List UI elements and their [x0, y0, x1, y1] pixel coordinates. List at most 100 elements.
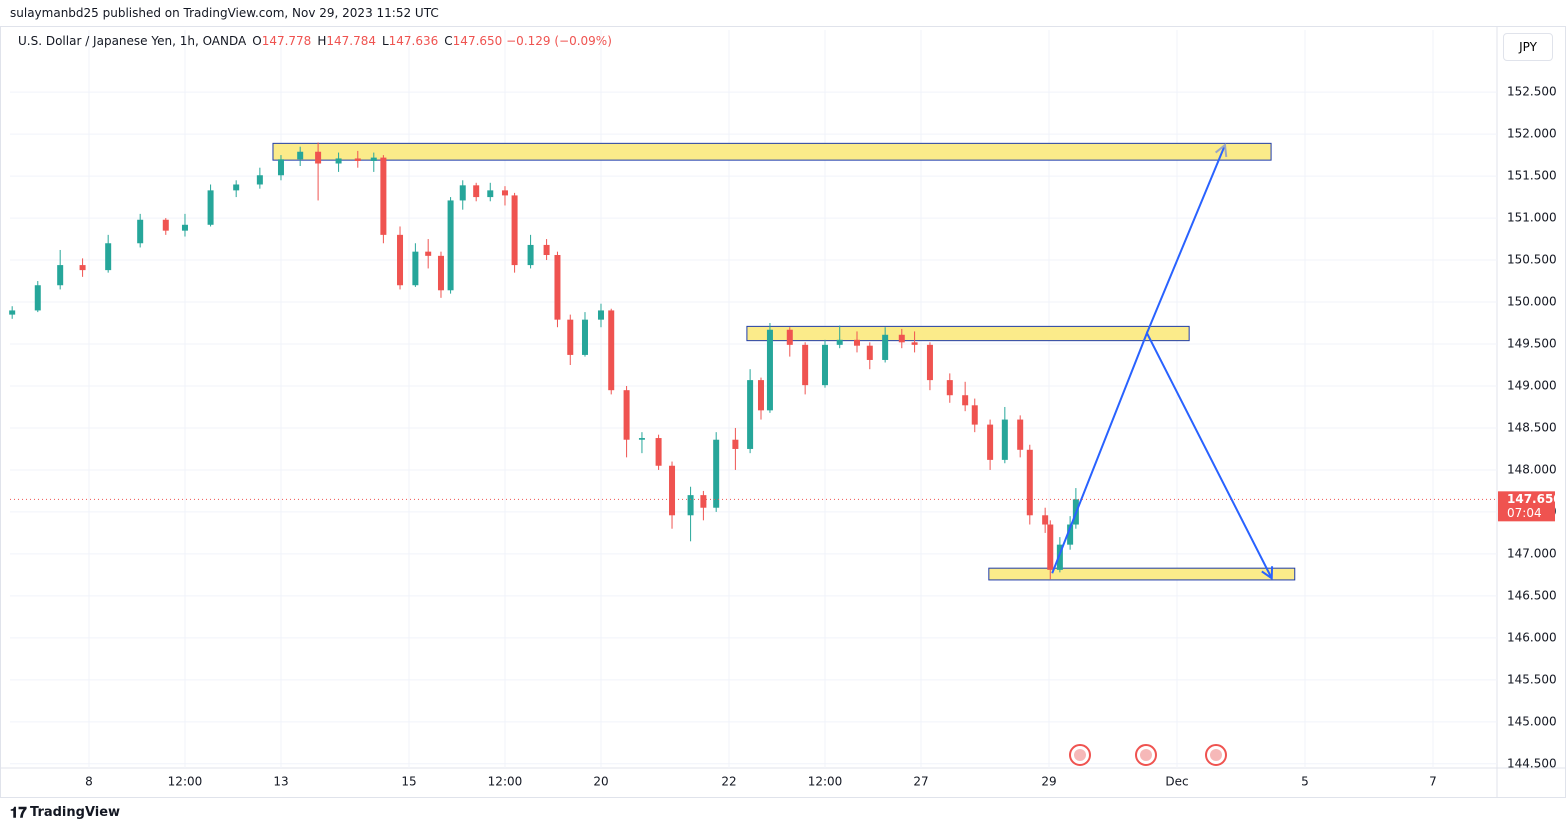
- candle-body: [638, 438, 645, 440]
- last-price-label: 147.650: [1507, 492, 1562, 506]
- candle-body: [757, 380, 764, 411]
- x-tick-label: 12:00: [808, 775, 843, 789]
- candle-body: [437, 255, 444, 291]
- candle-body: [853, 339, 860, 346]
- candle-body: [747, 380, 754, 449]
- candle-body: [34, 285, 41, 311]
- candle-body: [766, 329, 773, 411]
- candle-body: [501, 190, 508, 196]
- candle-body: [105, 243, 112, 271]
- candle-body: [315, 151, 322, 164]
- candle-body: [802, 344, 809, 386]
- candle-body: [162, 219, 169, 231]
- y-tick-label: 150.500: [1507, 253, 1557, 267]
- candle-body: [567, 319, 574, 355]
- candle-body: [511, 195, 518, 266]
- y-tick-label: 146.000: [1507, 630, 1557, 644]
- logo: 𝟏𝟕: [10, 804, 27, 822]
- candle-body: [1056, 544, 1063, 570]
- candle-body: [233, 184, 240, 191]
- candle-body: [821, 344, 828, 386]
- candle-body: [732, 439, 739, 449]
- candle-body: [926, 344, 933, 381]
- candle-body: [1017, 419, 1024, 450]
- candle-body: [946, 380, 953, 396]
- candle-body: [9, 310, 16, 315]
- candle-body: [277, 159, 284, 176]
- candle-body: [1047, 524, 1054, 570]
- zone: [746, 325, 1190, 342]
- candle-body: [866, 345, 873, 360]
- candle-body: [487, 190, 494, 198]
- y-tick-label: 151.000: [1507, 211, 1557, 225]
- ohlc-key: C: [444, 34, 453, 48]
- y-tick-label: 144.500: [1507, 756, 1557, 770]
- y-tick-label: 148.000: [1507, 462, 1557, 476]
- x-tick-label: 12:00: [488, 775, 523, 789]
- y-tick-label: 149.500: [1507, 337, 1557, 351]
- last-price-box: [1498, 491, 1555, 522]
- candle-body: [412, 251, 419, 286]
- ohlc-value: 147.778: [261, 34, 312, 48]
- arrow-head: [1261, 566, 1274, 581]
- candle-body: [181, 224, 188, 231]
- candle-body: [1026, 449, 1033, 516]
- candle-body: [898, 334, 905, 343]
- x-tick-label: Dec: [1165, 775, 1188, 789]
- countdown-label: 07:04: [1507, 506, 1542, 520]
- projection-arrow: [1145, 144, 1226, 334]
- ohlc-value: 147.636: [388, 34, 439, 48]
- ohlc-key: H: [317, 34, 327, 48]
- candle-body: [137, 219, 144, 244]
- candle-body: [623, 390, 630, 440]
- footer-brand: TradingView: [30, 805, 121, 820]
- candle-body: [669, 465, 676, 516]
- candle-body: [79, 265, 86, 271]
- candle-body: [207, 190, 214, 225]
- candle-body: [911, 342, 918, 345]
- projection-arrow: [1051, 330, 1273, 579]
- event-icons: [1069, 744, 1227, 766]
- candle-body: [1001, 419, 1008, 460]
- frame: [0, 26, 1566, 798]
- ohlc-key: L: [381, 34, 389, 48]
- y-tick-label: 145.500: [1507, 672, 1557, 686]
- symbol: U.S. Dollar / Japanese Yen, 1h, OANDA: [18, 34, 247, 48]
- candle-body: [1067, 524, 1074, 545]
- currency-button[interactable]: JPY: [1503, 33, 1553, 61]
- zone: [988, 567, 1296, 581]
- y-tick-label: 152.000: [1507, 127, 1557, 141]
- x-tick-label: 27: [913, 775, 928, 789]
- candle-body: [425, 251, 432, 256]
- candle-body: [447, 200, 454, 291]
- x-tick-label: 7: [1429, 775, 1437, 789]
- candle-body: [370, 157, 377, 161]
- y-tick-label: 145.000: [1507, 714, 1557, 728]
- candle-body: [882, 334, 889, 360]
- x-tick-label: 12:00: [168, 775, 203, 789]
- candle-body: [597, 310, 604, 320]
- x-tick-label: 8: [85, 775, 93, 789]
- publish-info: sulaymanbd25 published on TradingView.co…: [10, 6, 439, 20]
- candle-body: [527, 244, 534, 266]
- candle-body: [655, 438, 662, 466]
- x-tick-label: 29: [1041, 775, 1056, 789]
- arrow-head: [1215, 143, 1228, 158]
- x-tick-label: 13: [273, 775, 288, 789]
- candle-body: [971, 405, 978, 425]
- ohlc-value: 147.784: [326, 34, 376, 48]
- candle-body: [836, 339, 843, 345]
- candle-body: [297, 151, 304, 160]
- candle-body: [581, 319, 588, 355]
- candle-body: [962, 395, 969, 406]
- zone: [272, 142, 1272, 161]
- candle-body: [256, 175, 263, 185]
- legend: U.S. Dollar / Japanese Yen, 1h, OANDA O14…: [18, 34, 612, 48]
- candle-body: [57, 265, 64, 286]
- candle-body: [459, 185, 466, 201]
- candle-body: [335, 158, 342, 164]
- candle-body: [713, 439, 720, 508]
- x-tick-label: 20: [593, 775, 608, 789]
